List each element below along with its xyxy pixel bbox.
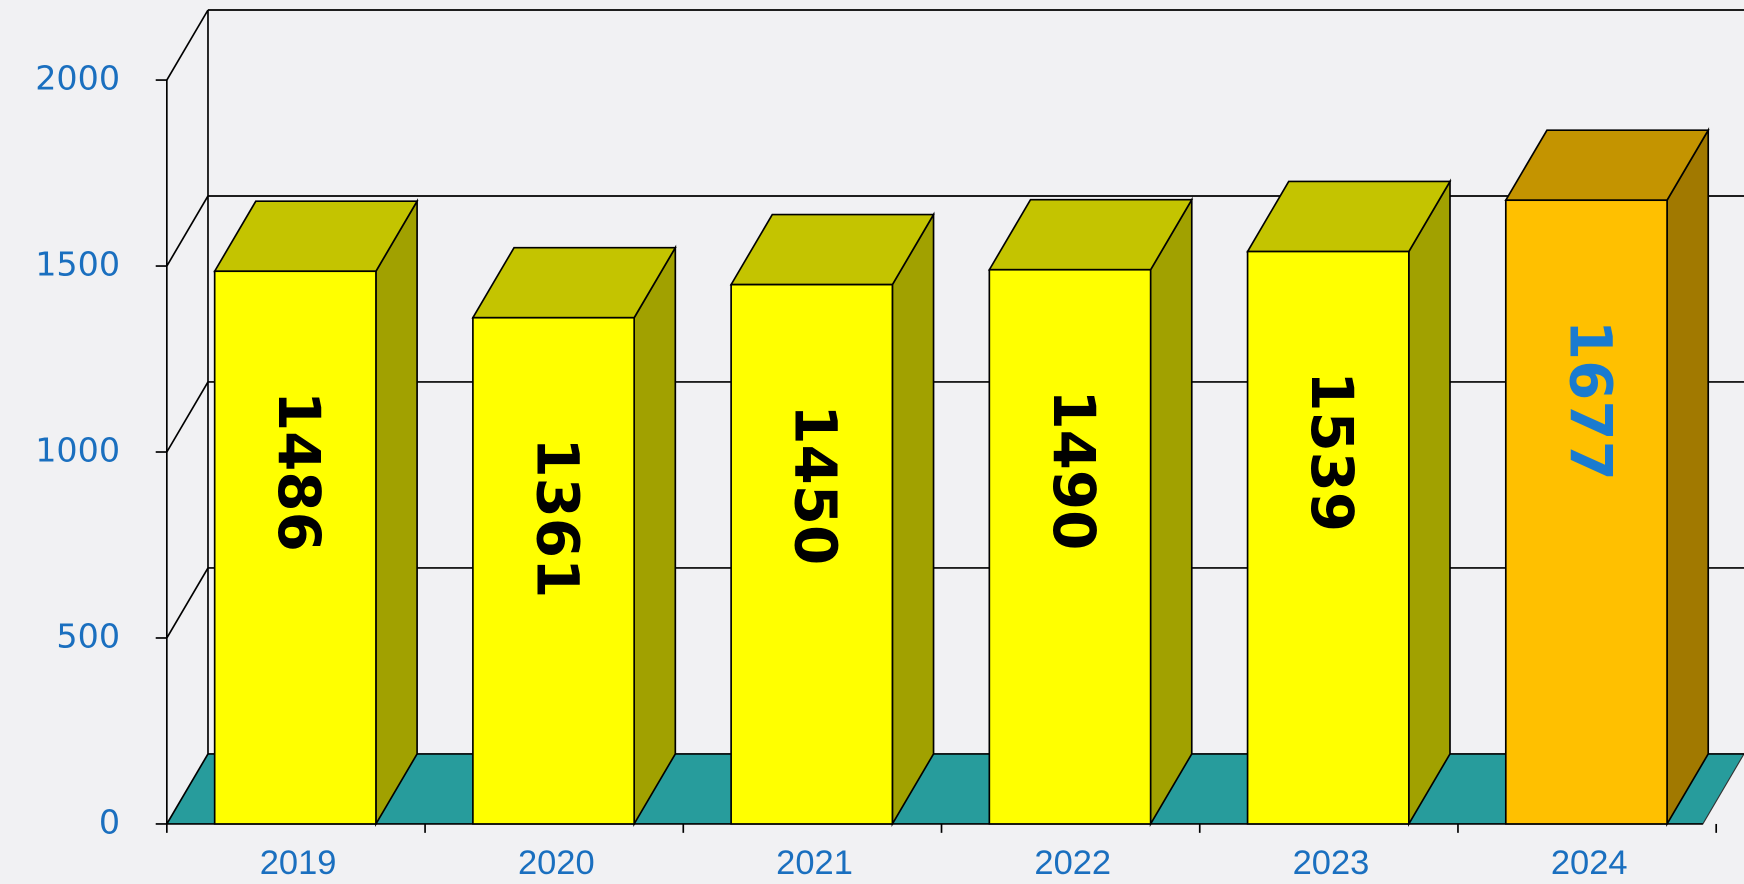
value-label: 1361	[523, 437, 591, 598]
y-tick-label: 1500	[35, 245, 120, 284]
y-tick-label: 2000	[35, 59, 120, 98]
x-tick-label: 2024	[1551, 844, 1628, 882]
bar	[471, 244, 677, 828]
bar	[987, 196, 1194, 828]
value-label: 1486	[265, 391, 333, 552]
grid-line	[166, 753, 209, 825]
x-tick-label: 2020	[518, 844, 595, 882]
x-tick-label: 2021	[776, 844, 853, 882]
bar-side	[633, 244, 677, 828]
x-tick-label: 2023	[1293, 844, 1370, 882]
value-label: 1539	[1298, 371, 1366, 532]
grid-line	[166, 9, 209, 81]
y-tick-label: 1000	[35, 431, 120, 470]
bar-front	[472, 316, 635, 825]
x-tick-label: 2019	[260, 844, 337, 882]
bar-side	[1666, 127, 1710, 828]
x-tick-label: 2022	[1034, 844, 1111, 882]
value-label: 1490	[1040, 389, 1108, 550]
bar-front	[988, 268, 1152, 825]
value-label: 1677	[1556, 320, 1624, 481]
y-tick-label: 0	[99, 802, 120, 841]
grid-line	[166, 195, 209, 267]
bar-side	[375, 198, 418, 828]
bar-side	[1408, 178, 1451, 828]
bar	[1504, 127, 1710, 828]
bar-front	[730, 283, 894, 825]
bar-side	[1149, 196, 1193, 828]
bar-front	[1246, 250, 1410, 825]
bar	[213, 198, 419, 828]
bar	[1246, 178, 1452, 828]
bar-front	[213, 270, 377, 825]
bar-front	[1504, 199, 1668, 825]
y-tick-label: 500	[56, 616, 120, 655]
bar	[729, 211, 936, 828]
value-label: 1450	[782, 404, 850, 565]
grid-line	[166, 567, 209, 639]
grid-line	[166, 381, 209, 453]
bar-side	[891, 211, 935, 828]
